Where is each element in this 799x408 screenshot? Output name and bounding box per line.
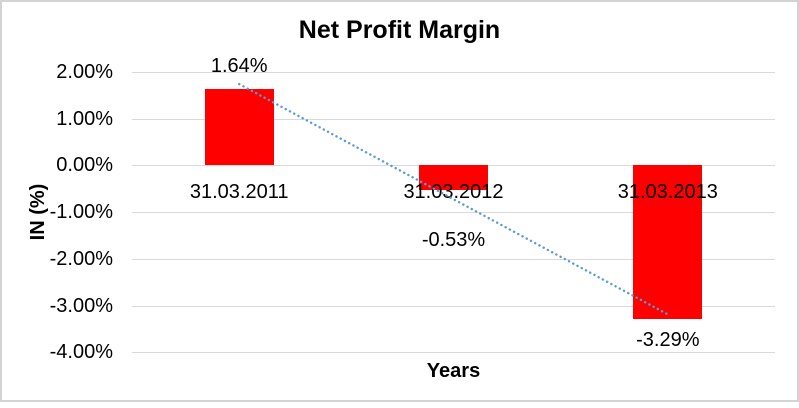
data-label: 1.64%	[210, 55, 268, 77]
gridline	[132, 352, 775, 354]
y-tick-label: 1.00%	[56, 107, 113, 130]
gridline	[132, 72, 775, 73]
y-tick-label: -1.00%	[49, 201, 113, 224]
bar	[204, 88, 274, 166]
y-tick-label: -4.00%	[49, 341, 113, 364]
x-axis-title: Years	[426, 360, 481, 382]
category-label: 31.03.2012	[403, 181, 504, 203]
chart-title: Net Profit Margin	[298, 16, 501, 44]
data-label: -3.29%	[636, 329, 700, 351]
category-label: 31.03.2013	[617, 181, 718, 203]
category-label: 31.03.2011	[189, 181, 289, 203]
y-tick-label: -2.00%	[49, 247, 113, 270]
y-tick-label: -3.00%	[49, 294, 113, 317]
data-label: -0.53%	[421, 229, 486, 251]
y-tick-label: 0.00%	[56, 154, 113, 177]
y-tick-label: 2.00%	[56, 61, 113, 83]
